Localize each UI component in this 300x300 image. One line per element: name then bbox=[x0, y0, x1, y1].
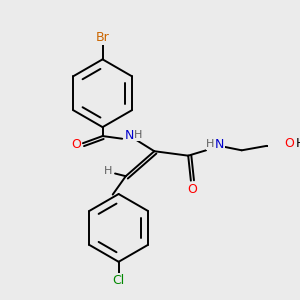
Text: O: O bbox=[187, 183, 197, 196]
Text: Cl: Cl bbox=[112, 274, 125, 287]
Text: Br: Br bbox=[96, 32, 110, 44]
Text: N: N bbox=[215, 138, 224, 151]
Text: H: H bbox=[134, 130, 142, 140]
Text: H: H bbox=[296, 137, 300, 150]
Text: H: H bbox=[206, 139, 215, 149]
Text: H: H bbox=[104, 166, 112, 176]
Text: O: O bbox=[284, 137, 294, 150]
Text: N: N bbox=[124, 129, 134, 142]
Text: O: O bbox=[71, 139, 81, 152]
